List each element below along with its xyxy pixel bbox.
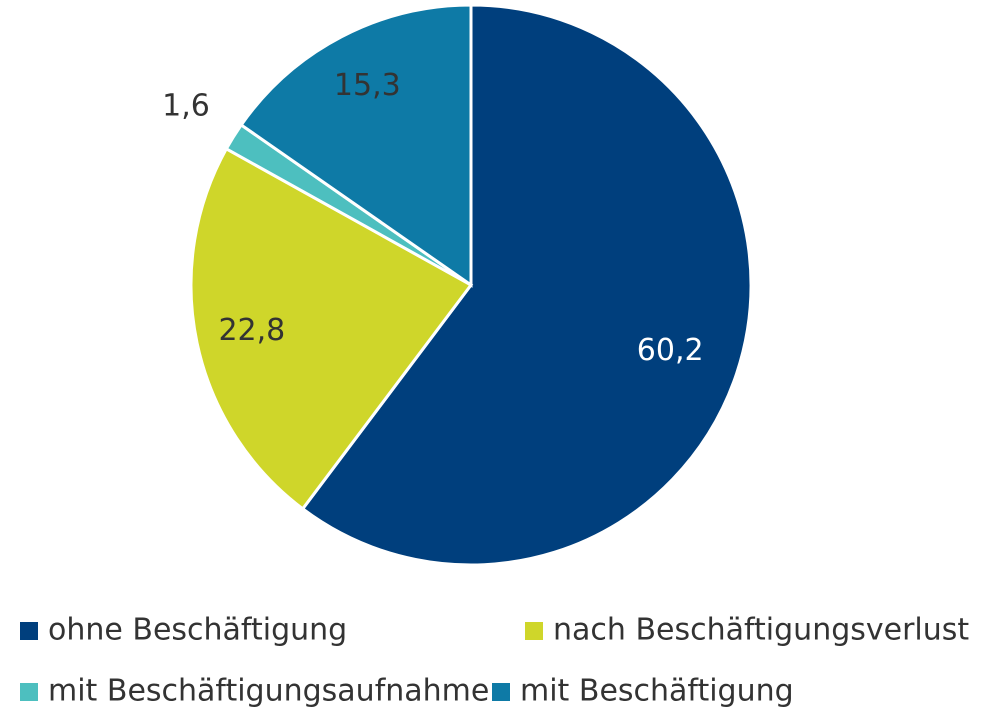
pie-slice <box>300 3 753 567</box>
legend-swatch <box>20 622 38 640</box>
data-label: 22,8 <box>218 313 285 348</box>
data-label: 60,2 <box>637 333 704 368</box>
legend-label: nach Beschäftigungsverlust <box>553 613 969 648</box>
data-label: 15,3 <box>334 68 401 103</box>
legend-label: mit Beschäftigungsaufnahme <box>48 674 489 708</box>
data-label: 1,6 <box>162 89 210 124</box>
legend-swatch <box>20 683 38 701</box>
legend-label: mit Beschäftigung <box>520 674 794 708</box>
pie-slice <box>239 3 473 288</box>
legend-label: ohne Beschäftigung <box>48 613 347 648</box>
legend-swatch <box>525 622 543 640</box>
legend-swatch <box>492 683 510 701</box>
pie-slice <box>189 146 474 511</box>
